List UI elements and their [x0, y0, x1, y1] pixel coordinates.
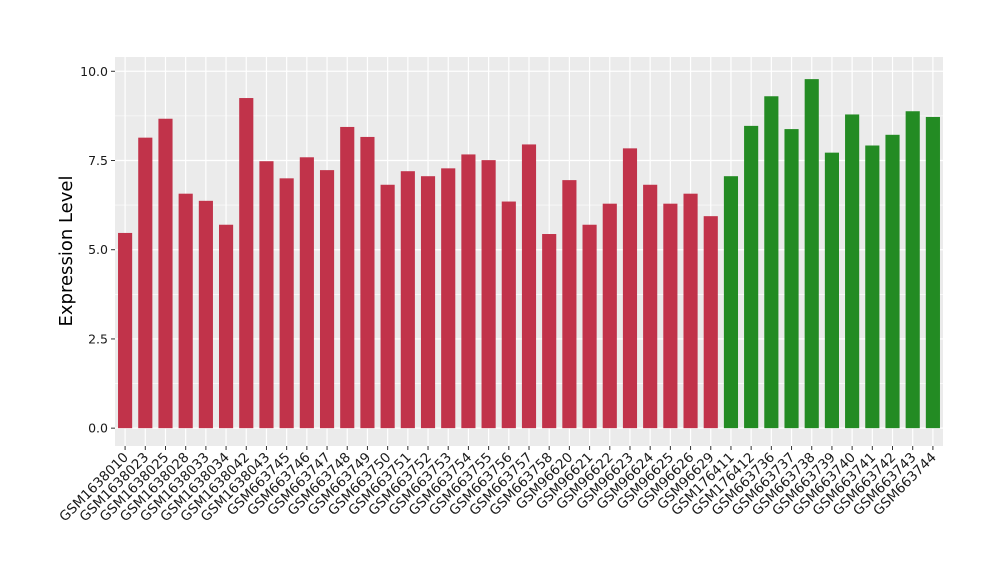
bar-GSM663740 [845, 114, 860, 429]
bar-GSM1638033 [198, 200, 213, 429]
bar-GSM663754 [461, 154, 476, 429]
x-axis: GSM1638010GSM1638023GSM1638025GSM1638028… [56, 446, 940, 525]
bar-GSM176411 [723, 176, 739, 429]
y-tick-label: 5.0 [88, 242, 108, 257]
bars [118, 79, 940, 429]
bar-GSM1638023 [138, 137, 153, 429]
bar-GSM663748 [340, 126, 355, 429]
bar-GSM1638043 [259, 161, 274, 429]
bar-GSM1638034 [219, 224, 234, 429]
bar-GSM663756 [501, 201, 516, 429]
bar-GSM663753 [441, 168, 456, 429]
bar-GSM1638010 [118, 232, 133, 429]
bar-GSM176412 [744, 125, 759, 429]
bar-GSM663747 [319, 170, 335, 429]
bar-GSM96626 [683, 193, 698, 429]
bar-GSM663742 [885, 134, 900, 429]
bar-GSM663755 [481, 160, 496, 429]
bar-GSM96620 [562, 180, 577, 429]
bar-GSM1638025 [158, 118, 173, 429]
y-tick-label: 10.0 [80, 64, 108, 79]
bar-GSM663745 [279, 178, 294, 429]
bar-GSM663752 [420, 176, 436, 429]
bar-GSM1638042 [239, 98, 254, 429]
bar-GSM96622 [602, 203, 617, 429]
y-tick-label: 2.5 [88, 331, 108, 346]
bar-GSM96629 [703, 216, 718, 429]
y-axis-title: Expression Level [56, 176, 77, 327]
bar-GSM96623 [622, 148, 638, 429]
bar-GSM96625 [663, 203, 678, 429]
bar-GSM663736 [764, 96, 779, 429]
bar-GSM663750 [380, 184, 395, 429]
bar-GSM663757 [521, 144, 537, 429]
bar-GSM96621 [582, 224, 597, 429]
bar-GSM663737 [784, 129, 799, 429]
bar-GSM663744 [925, 116, 940, 429]
bar-GSM96624 [643, 184, 658, 429]
y-tick-label: 0.0 [88, 421, 108, 436]
bar-GSM663751 [400, 171, 415, 429]
y-axis: 0.0 2.5 5.0 7.5 10.0 [80, 64, 115, 436]
y-tick-label: 7.5 [88, 153, 108, 168]
bar-GSM663738 [804, 79, 819, 429]
bar-GSM663758 [542, 234, 557, 429]
bar-GSM663739 [824, 152, 839, 429]
bar-GSM1638028 [178, 193, 193, 429]
bar-GSM663741 [865, 145, 880, 429]
bar-GSM663749 [360, 136, 375, 429]
bar-GSM663746 [299, 157, 314, 429]
bar-GSM663743 [905, 111, 920, 429]
